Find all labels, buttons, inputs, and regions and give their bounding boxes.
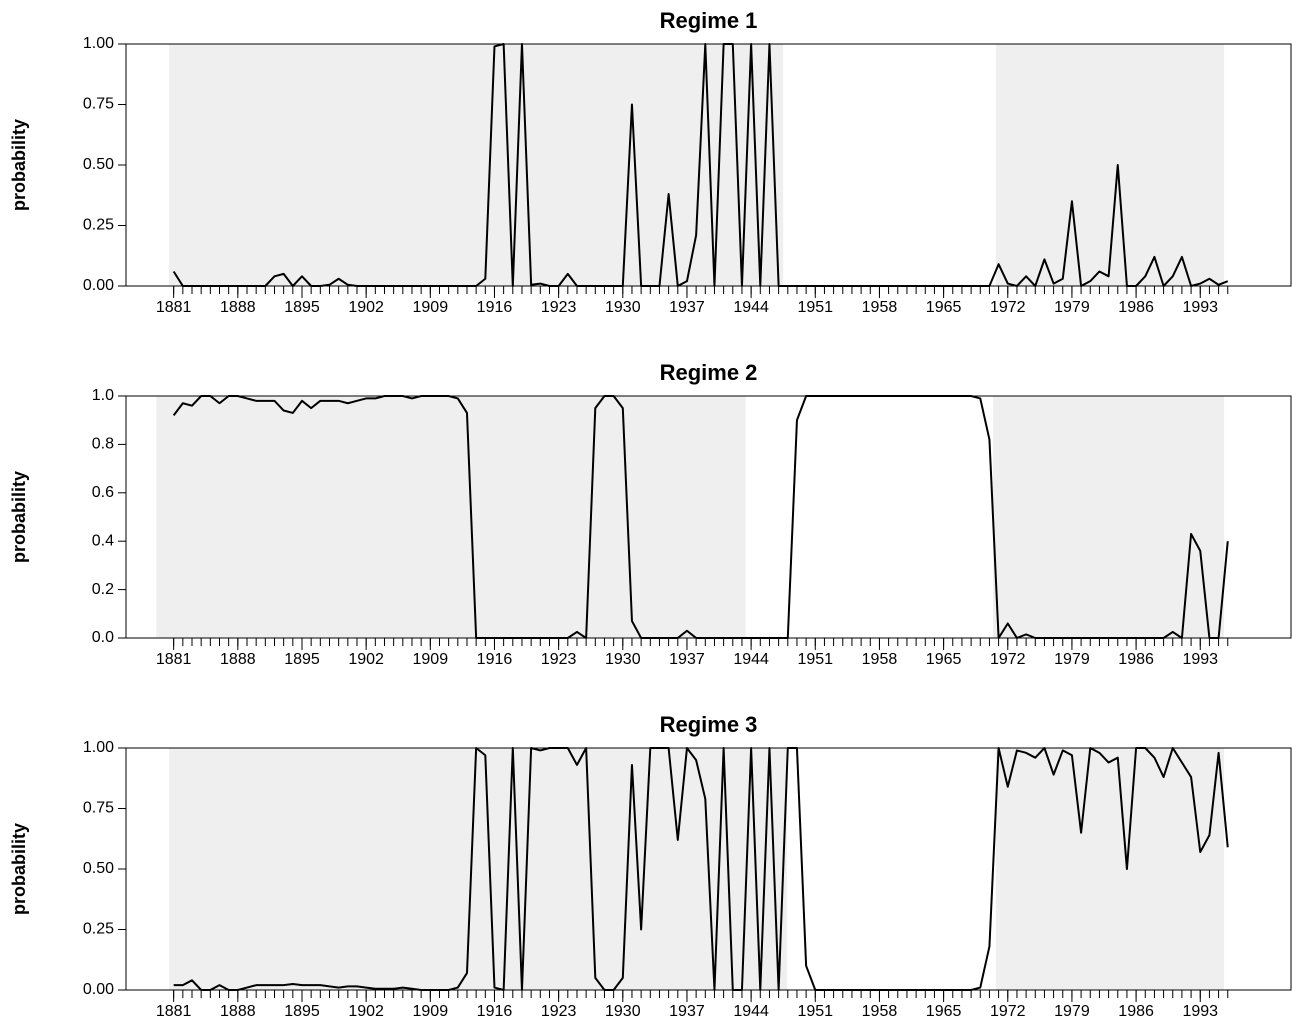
y-tick-label: 1.0 bbox=[92, 387, 114, 404]
x-tick-label: 1986 bbox=[1118, 651, 1154, 668]
y-tick-label: 0.25 bbox=[83, 217, 114, 234]
x-tick-label: 1993 bbox=[1182, 651, 1218, 668]
data-line bbox=[173, 747, 1229, 991]
x-tick-label: 1993 bbox=[1182, 299, 1218, 316]
x-tick-label: 1902 bbox=[348, 651, 384, 668]
x-tick-label: 1958 bbox=[862, 651, 898, 668]
y-tick-label: 0.00 bbox=[83, 277, 114, 294]
y-tick-label: 0.00 bbox=[83, 981, 114, 998]
x-tick-label: 1888 bbox=[220, 1003, 256, 1020]
y-tick-label: 0.75 bbox=[83, 96, 114, 113]
x-tick-label: 1923 bbox=[541, 1003, 577, 1020]
x-tick-label: 1881 bbox=[156, 651, 192, 668]
y-tick-label: 0.6 bbox=[92, 484, 114, 501]
x-tick-label: 1972 bbox=[990, 299, 1026, 316]
x-tick-label: 1944 bbox=[733, 1003, 769, 1020]
x-tick-label: 1951 bbox=[797, 299, 833, 316]
x-tick-label: 1937 bbox=[669, 299, 705, 316]
x-tick-label: 1958 bbox=[862, 299, 898, 316]
x-tick-label: 1888 bbox=[220, 651, 256, 668]
panel-title: Regime 2 bbox=[660, 360, 758, 385]
x-tick-label: 1979 bbox=[1054, 299, 1090, 316]
y-tick-label: 0.8 bbox=[92, 436, 114, 453]
x-tick-label: 1979 bbox=[1054, 1003, 1090, 1020]
y-tick-label: 0.0 bbox=[92, 629, 114, 646]
x-tick-label: 1902 bbox=[348, 299, 384, 316]
x-tick-label: 1965 bbox=[926, 299, 962, 316]
x-tick-label: 1937 bbox=[669, 651, 705, 668]
y-tick-label: 0.4 bbox=[92, 532, 114, 549]
x-tick-label: 1951 bbox=[797, 651, 833, 668]
y-axis-label: probability bbox=[9, 119, 29, 211]
y-tick-label: 0.50 bbox=[83, 860, 114, 877]
y-tick-label: 1.00 bbox=[83, 35, 114, 52]
x-tick-label: 1958 bbox=[862, 1003, 898, 1020]
panel-title: Regime 1 bbox=[660, 8, 758, 33]
x-tick-label: 1951 bbox=[797, 1003, 833, 1020]
x-tick-label: 1972 bbox=[990, 651, 1026, 668]
data-line bbox=[172, 43, 1229, 287]
shaded-region bbox=[993, 396, 1225, 638]
x-tick-label: 1965 bbox=[926, 1003, 962, 1020]
x-tick-label: 1881 bbox=[156, 299, 192, 316]
x-tick-label: 1986 bbox=[1118, 299, 1154, 316]
y-axis-label: probability bbox=[9, 471, 29, 563]
x-tick-label: 1979 bbox=[1054, 651, 1090, 668]
shaded-region bbox=[995, 748, 1225, 990]
y-axis-label: probability bbox=[9, 823, 29, 915]
shaded-region bbox=[169, 748, 787, 990]
x-tick-label: 1930 bbox=[605, 299, 641, 316]
y-tick-label: 0.2 bbox=[92, 581, 114, 598]
x-tick-label: 1916 bbox=[477, 651, 513, 668]
x-tick-label: 1895 bbox=[284, 1003, 320, 1020]
y-tick-label: 0.75 bbox=[83, 800, 114, 817]
x-tick-label: 1986 bbox=[1118, 1003, 1154, 1020]
x-tick-label: 1909 bbox=[413, 299, 449, 316]
shaded-region bbox=[995, 44, 1225, 286]
x-tick-label: 1902 bbox=[348, 1003, 384, 1020]
x-tick-label: 1965 bbox=[926, 651, 962, 668]
x-tick-label: 1895 bbox=[284, 299, 320, 316]
shaded-region bbox=[169, 44, 784, 286]
x-tick-label: 1909 bbox=[413, 1003, 449, 1020]
panel-title: Regime 3 bbox=[660, 712, 758, 737]
x-tick-label: 1944 bbox=[733, 651, 769, 668]
y-tick-label: 1.00 bbox=[83, 739, 114, 756]
x-tick-label: 1888 bbox=[220, 299, 256, 316]
x-tick-label: 1916 bbox=[477, 1003, 513, 1020]
x-tick-label: 1930 bbox=[605, 651, 641, 668]
x-tick-label: 1895 bbox=[284, 651, 320, 668]
y-tick-label: 0.50 bbox=[83, 156, 114, 173]
x-tick-label: 1881 bbox=[156, 1003, 192, 1020]
plot-frame bbox=[125, 43, 1292, 287]
x-tick-label: 1993 bbox=[1182, 1003, 1218, 1020]
x-tick-label: 1972 bbox=[990, 1003, 1026, 1020]
plot-frame bbox=[125, 747, 1292, 991]
shaded-region bbox=[156, 396, 746, 638]
x-tick-label: 1923 bbox=[541, 651, 577, 668]
x-tick-label: 1930 bbox=[605, 1003, 641, 1020]
x-tick-label: 1937 bbox=[669, 1003, 705, 1020]
x-tick-label: 1916 bbox=[477, 299, 513, 316]
plot-frame bbox=[125, 395, 1292, 639]
y-tick-label: 0.25 bbox=[83, 921, 114, 938]
x-tick-label: 1923 bbox=[541, 299, 577, 316]
x-tick-label: 1909 bbox=[413, 651, 449, 668]
x-tick-label: 1944 bbox=[733, 299, 769, 316]
